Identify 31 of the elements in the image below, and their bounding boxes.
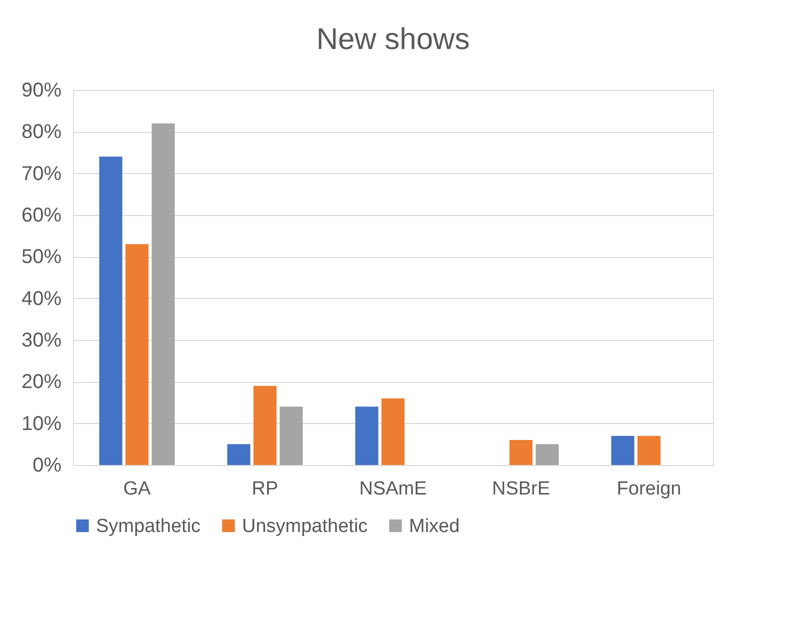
y-tick-label: 30% (21, 330, 62, 352)
x-tick-label: Foreign (616, 478, 682, 500)
x-tick-label: NSAmE (359, 478, 427, 500)
bar (99, 156, 122, 465)
y-tick-label: 0% (32, 454, 62, 476)
legend-label: Mixed (409, 516, 460, 537)
legend-label: Unsympathetic (242, 516, 368, 537)
bar (637, 436, 661, 465)
y-tick-label: 50% (21, 246, 62, 268)
legend-label: Sympathetic (96, 516, 201, 537)
y-tick-label: 20% (21, 371, 62, 394)
y-tick-label: 40% (21, 288, 62, 310)
bar (611, 436, 634, 465)
y-tick-label: 90% (21, 80, 62, 102)
y-tick-label: 10% (21, 412, 62, 435)
bar (509, 440, 533, 465)
bar (253, 386, 277, 465)
y-tick-label: 70% (21, 162, 62, 185)
y-tick-label: 80% (21, 121, 62, 144)
bar (355, 406, 378, 465)
bar (280, 406, 303, 465)
bar (536, 444, 559, 465)
x-tick-label: RP (252, 478, 278, 500)
bar (152, 123, 175, 465)
bar (227, 444, 250, 465)
bar (125, 244, 149, 465)
chart-title: New shows (316, 23, 470, 56)
x-tick-label: NSBrE (492, 478, 550, 500)
bar (381, 398, 405, 465)
x-tick-label: GA (123, 478, 152, 500)
y-tick-label: 60% (21, 204, 62, 226)
